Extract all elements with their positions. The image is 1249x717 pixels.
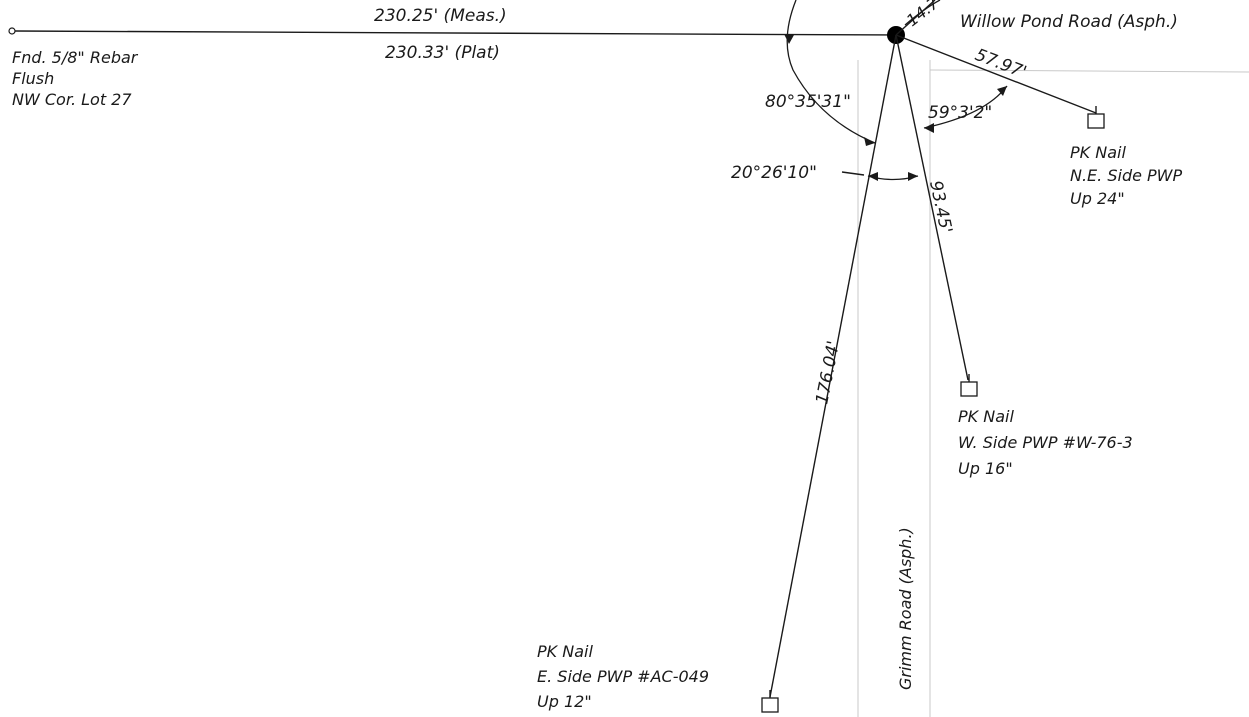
pk-nail-w-line1: PK Nail <box>958 407 1014 426</box>
pk-nail-ne-line2: N.E. Side PWP <box>1070 166 1182 185</box>
distance-north-partial: 14.7 <box>903 0 943 30</box>
pk-nail-e-line3: Up 12" <box>537 692 592 711</box>
distance-plat: 230.33' (Plat) <box>385 43 500 63</box>
rebar-label-line2: Flush <box>12 69 54 88</box>
distance-measured: 230.25' (Meas.) <box>374 6 507 26</box>
angle-arc-80 <box>786 0 876 144</box>
rebar-label-line3: NW Cor. Lot 27 <box>12 90 132 109</box>
pk-nail-ne-line1: PK Nail <box>1070 143 1126 162</box>
pk-nail-w-marker <box>960 381 978 397</box>
pk-nail-w-line3: Up 16" <box>958 459 1013 478</box>
angle-arc-20-arrow-right <box>908 172 918 181</box>
pk-nail-w-line2: W. Side PWP #W-76-3 <box>958 433 1133 452</box>
tie-line-e <box>769 34 897 698</box>
distance-e-tie: 176.04' <box>812 339 844 406</box>
tie-line-north <box>895 0 936 36</box>
angle-label-20: 20°26'10" <box>731 163 817 183</box>
grimm-road-label-text: Grimm Road (Asph.) <box>896 527 915 690</box>
willow-pond-road-label: Willow Pond Road (Asph.) <box>960 12 1178 32</box>
tie-line-ne <box>895 34 1097 114</box>
distance-ne-tie: 57.97' <box>972 45 1029 83</box>
angle-arc-59-arrow-bottom <box>924 123 934 133</box>
west-boundary-line <box>14 30 897 36</box>
north-arc <box>904 0 941 26</box>
angle-arc-20-arrow-left <box>868 172 878 181</box>
angle-arc-80-arrow-top <box>784 34 794 44</box>
angle-label-80: 80°35'31" <box>765 92 851 112</box>
rebar-label-line1: Fnd. 5/8" Rebar <box>12 48 139 67</box>
rebar-marker <box>8 27 16 35</box>
angle-20-leader <box>841 171 865 176</box>
angle-arc-80-arrow-bottom <box>864 137 875 146</box>
willow-road-edge <box>929 69 1249 73</box>
pk-nail-e-line2: E. Side PWP #AC-049 <box>537 667 709 686</box>
pk-nail-e-line1: PK Nail <box>537 642 593 661</box>
angle-arc-59-arrow-top <box>997 86 1007 96</box>
pk-nail-ne-line3: Up 24" <box>1070 189 1125 208</box>
pk-nail-e-marker <box>761 697 779 713</box>
tie-line-w <box>895 34 969 381</box>
pk-nail-ne-marker <box>1087 113 1105 129</box>
angle-label-59: 59°3'2" <box>928 103 992 123</box>
